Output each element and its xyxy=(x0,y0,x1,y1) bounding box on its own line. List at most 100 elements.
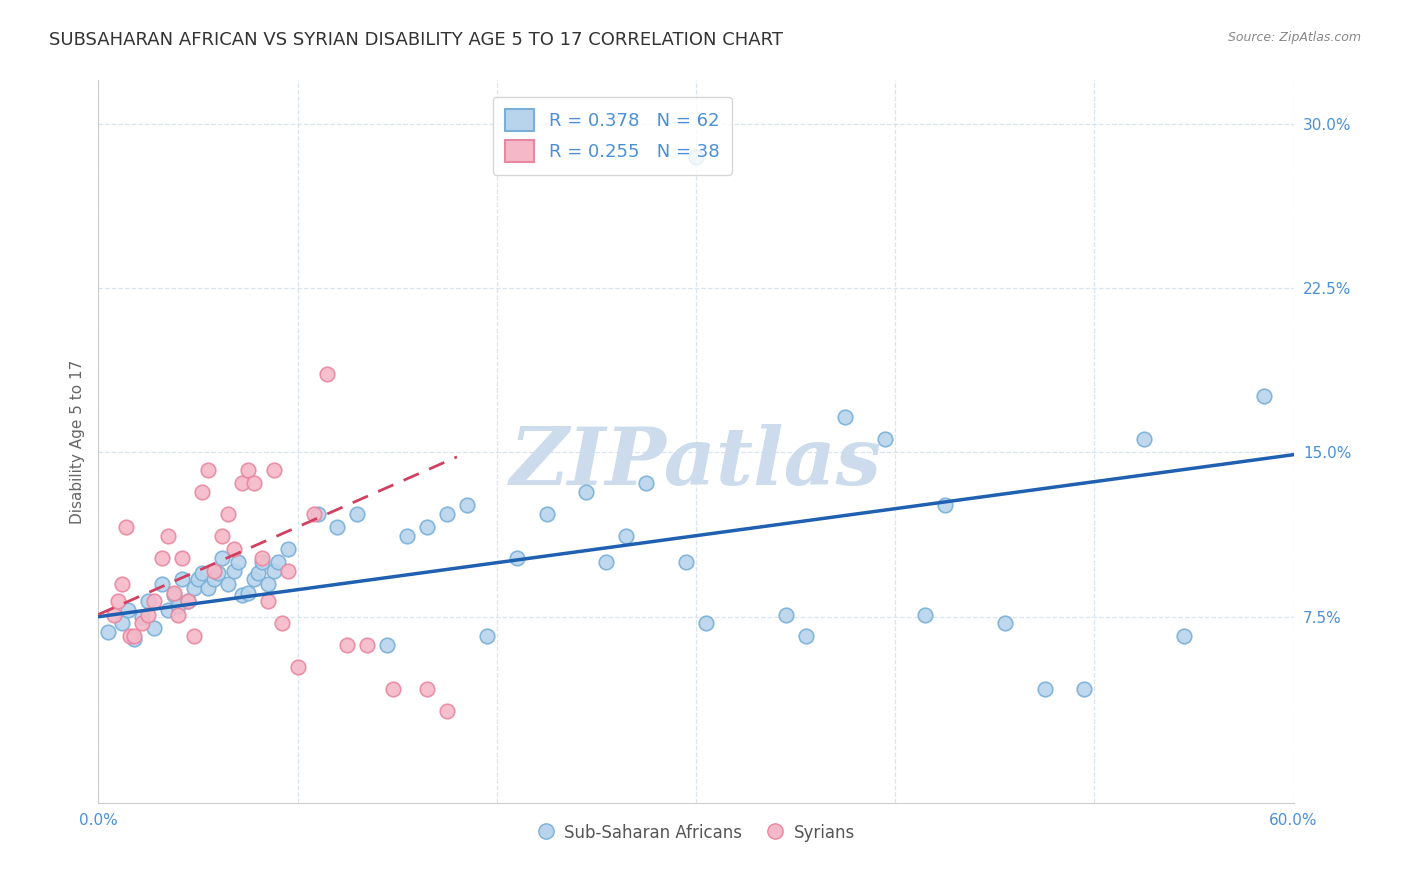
Point xyxy=(217,507,239,521)
Point xyxy=(267,555,290,569)
Point xyxy=(316,367,339,381)
Point xyxy=(326,520,349,534)
Point xyxy=(595,555,617,569)
Point xyxy=(172,550,194,565)
Point xyxy=(794,629,817,643)
Point xyxy=(675,555,697,569)
Point xyxy=(131,616,153,631)
Point xyxy=(172,573,194,587)
Point xyxy=(183,581,205,595)
Point xyxy=(222,541,245,556)
Point xyxy=(183,629,205,643)
Point xyxy=(436,507,458,521)
Point xyxy=(243,476,266,491)
Point xyxy=(356,638,378,652)
Point xyxy=(207,566,229,580)
Point xyxy=(217,577,239,591)
Point xyxy=(197,463,219,477)
Point xyxy=(231,476,253,491)
Point xyxy=(506,550,529,565)
Point xyxy=(994,616,1017,631)
Point xyxy=(416,681,439,696)
Point xyxy=(1173,629,1195,643)
Point xyxy=(191,484,214,499)
Point xyxy=(103,607,125,622)
Point xyxy=(536,507,558,521)
Point xyxy=(270,616,292,631)
Point xyxy=(143,594,166,608)
Point xyxy=(456,498,478,512)
Point xyxy=(695,616,717,631)
Point xyxy=(136,607,159,622)
Point xyxy=(256,577,278,591)
Point xyxy=(277,564,299,578)
Point xyxy=(150,577,173,591)
Point xyxy=(834,410,856,425)
Point xyxy=(120,629,142,643)
Point xyxy=(167,607,190,622)
Point xyxy=(157,529,180,543)
Point xyxy=(197,581,219,595)
Point xyxy=(226,555,249,569)
Point xyxy=(263,463,285,477)
Point xyxy=(685,150,707,164)
Point xyxy=(1033,681,1056,696)
Point xyxy=(1253,388,1275,402)
Point xyxy=(302,507,325,521)
Point xyxy=(416,520,439,534)
Point xyxy=(163,585,186,599)
Point xyxy=(336,638,359,652)
Point xyxy=(436,704,458,718)
Point xyxy=(117,603,139,617)
Point xyxy=(243,573,266,587)
Point xyxy=(191,566,214,580)
Point xyxy=(202,564,225,578)
Point xyxy=(382,681,405,696)
Point xyxy=(246,566,269,580)
Point xyxy=(124,632,146,646)
Point xyxy=(150,550,173,565)
Point xyxy=(231,588,253,602)
Legend: Sub-Saharan Africans, Syrians: Sub-Saharan Africans, Syrians xyxy=(530,817,862,848)
Text: SUBSAHARAN AFRICAN VS SYRIAN DISABILITY AGE 5 TO 17 CORRELATION CHART: SUBSAHARAN AFRICAN VS SYRIAN DISABILITY … xyxy=(49,31,783,49)
Point xyxy=(256,594,278,608)
Point xyxy=(236,463,259,477)
Point xyxy=(107,594,129,608)
Point xyxy=(396,529,419,543)
Point xyxy=(775,607,797,622)
Point xyxy=(1133,433,1156,447)
Point xyxy=(614,529,637,543)
Point xyxy=(157,603,180,617)
Point xyxy=(177,594,200,608)
Point xyxy=(636,476,658,491)
Point xyxy=(250,550,273,565)
Point xyxy=(202,573,225,587)
Point xyxy=(143,621,166,635)
Point xyxy=(124,629,146,643)
Point xyxy=(307,507,329,521)
Point xyxy=(222,564,245,578)
Text: ZIPatlas: ZIPatlas xyxy=(510,425,882,502)
Point xyxy=(277,541,299,556)
Point xyxy=(187,573,209,587)
Point xyxy=(263,564,285,578)
Point xyxy=(875,433,897,447)
Y-axis label: Disability Age 5 to 17: Disability Age 5 to 17 xyxy=(69,359,84,524)
Point xyxy=(136,594,159,608)
Point xyxy=(934,498,956,512)
Point xyxy=(914,607,936,622)
Point xyxy=(111,577,134,591)
Point xyxy=(475,629,498,643)
Point xyxy=(575,484,598,499)
Point xyxy=(97,625,120,640)
Point xyxy=(250,555,273,569)
Point xyxy=(236,585,259,599)
Point xyxy=(177,594,200,608)
Point xyxy=(163,588,186,602)
Point xyxy=(211,550,233,565)
Point xyxy=(167,599,190,613)
Point xyxy=(375,638,398,652)
Point xyxy=(1073,681,1095,696)
Point xyxy=(346,507,368,521)
Point xyxy=(115,520,138,534)
